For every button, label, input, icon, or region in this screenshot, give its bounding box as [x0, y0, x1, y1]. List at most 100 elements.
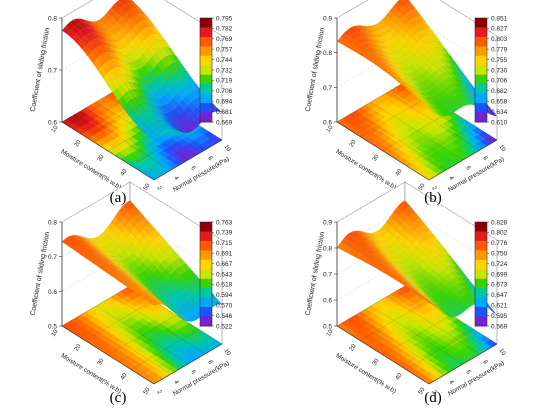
z-tick-label: 0.7	[48, 254, 57, 261]
x-tick-label: 50	[418, 182, 427, 191]
floor-gridline	[78, 315, 172, 375]
z-axis: 0.5 0.6 0.7 0.8 Coefficient of sliding frict…	[30, 220, 63, 331]
colorbar-tick-label: 0.802	[491, 230, 508, 237]
panel-b: 0.6 0.7 0.8 0.9 Coefficient of sliding frict…	[275, 0, 550, 204]
colorbar-segment	[200, 18, 212, 28]
floor-gridline	[353, 111, 447, 171]
surface-cell	[148, 131, 159, 140]
colorbar-segment	[200, 278, 212, 289]
colorbar-segment	[200, 36, 212, 47]
surface-cell	[212, 298, 223, 305]
surface-cell	[152, 128, 162, 136]
surface-cell	[442, 109, 452, 116]
colorbar-tick-label: 0.779	[491, 47, 508, 54]
colorbar-tick-label: 0.522	[216, 323, 233, 330]
colorbar-tick-label: 0.724	[491, 261, 508, 268]
y-tick-label: 10	[222, 348, 231, 357]
surface-cell	[446, 312, 456, 318]
colorbar-tick-label: 0.634	[491, 109, 508, 116]
panel-a: 0.6 0.7 0.8 Coefficient of sliding friction…	[0, 0, 275, 204]
surface-cell	[186, 315, 196, 322]
colorbar-segment	[200, 46, 212, 57]
floor-gridline	[95, 101, 189, 161]
colorbar-tick-label: 0.621	[491, 303, 508, 310]
colorbar-tick-label: 0.658	[491, 99, 508, 106]
floor-gridline	[382, 110, 452, 152]
colorbar-segment	[200, 250, 212, 261]
floor-gridline	[353, 315, 447, 375]
chart-b: 0.6 0.7 0.8 0.9 Coefficient of sliding frict…	[305, 0, 508, 194]
colorbar-tick-label: 0.719	[216, 78, 233, 85]
z-tick-label: 0.7	[323, 272, 332, 279]
colorbar-segment	[475, 65, 487, 76]
surface-cell	[186, 124, 196, 132]
z-tick-label: 0.6	[48, 120, 57, 127]
floor-gridline	[107, 314, 177, 356]
y-axis-line	[153, 343, 223, 385]
x-axis-label: Moisture content(% w.b)	[334, 148, 397, 191]
colorbar-tick-label: 0.757	[216, 47, 233, 54]
y-tick-label: 4	[447, 379, 454, 386]
colorbar-tick-label: 0.691	[216, 251, 233, 258]
floor-gridline	[370, 101, 464, 161]
x-tick-label: 10	[51, 328, 60, 337]
colorbar-segment	[200, 55, 212, 66]
colorbar-tick-label: 0.732	[216, 67, 233, 74]
colorbar-tick-label: 0.803	[491, 36, 508, 43]
colorbar-segment	[475, 18, 487, 28]
colorbar-segment	[200, 307, 212, 318]
floor-gridline	[112, 295, 206, 355]
colorbar: 0.795 0.782 0.769 0.757 0.744 0.732 0.719 0.706…	[199, 15, 233, 126]
colorbar-tick-label: 0.744	[216, 57, 233, 64]
floor-gridline	[130, 329, 200, 370]
colorbar-tick-label: 0.782	[216, 26, 233, 33]
z-tick-label: 0.9	[323, 16, 332, 23]
surface-cell	[453, 102, 464, 109]
colorbar-segment	[475, 103, 487, 114]
floor-gridline	[382, 314, 452, 356]
chart-c: 0.5 0.6 0.7 0.8 Coefficient of sliding frict…	[30, 181, 233, 398]
z-axis-label: Coefficient of sliding friction	[305, 27, 327, 112]
colorbar-segment	[200, 27, 212, 38]
x-tick-label: 50	[143, 386, 152, 395]
caption-b: (b)	[424, 190, 442, 206]
y-tick-label: 6	[189, 165, 196, 172]
y-tick-label: 4	[172, 379, 179, 386]
colorbar-segment	[200, 231, 212, 242]
y-tick-label: 4	[447, 175, 454, 182]
colorbar-segment	[200, 222, 212, 232]
colorbar-tick-label: 0.750	[491, 251, 508, 258]
caption-a: (a)	[109, 190, 127, 206]
colorbar-segment	[475, 269, 487, 280]
surface-cell	[457, 100, 468, 107]
z-tick-label: 0.8	[323, 246, 332, 253]
colorbar-tick-label: 0.776	[491, 240, 508, 247]
colorbar-tick-label: 0.694	[216, 99, 233, 106]
colorbar-segment	[200, 93, 212, 104]
x-tick-label: 30	[97, 357, 106, 366]
surface-cell	[167, 125, 177, 131]
colorbar: 0.763 0.739 0.715 0.691 0.667 0.643 0.618 0.594…	[199, 219, 233, 330]
colorbar-tick-label: 0.706	[491, 78, 508, 85]
y-tick-label: 8	[481, 359, 488, 366]
colorbar-segment	[200, 74, 212, 85]
surface-cell	[457, 305, 468, 313]
surface-cell	[427, 107, 437, 115]
x-tick-label: 10	[51, 124, 60, 133]
floor-contour	[336, 81, 498, 181]
colorbar-segment	[475, 316, 487, 327]
colorbar-segment	[200, 240, 212, 251]
x-axis-label: Moisture content(% w.b)	[334, 352, 397, 395]
surface-cell	[435, 306, 445, 315]
x-tick-label: 30	[97, 153, 106, 162]
y-tick-label: 10	[222, 144, 231, 153]
colorbar-segment	[475, 93, 487, 104]
colorbar-tick-label: 0.706	[216, 88, 233, 95]
colorbar-segment	[475, 222, 487, 232]
z-tick-label: 0.8	[48, 220, 57, 227]
colorbar-tick-label: 0.610	[491, 119, 508, 126]
